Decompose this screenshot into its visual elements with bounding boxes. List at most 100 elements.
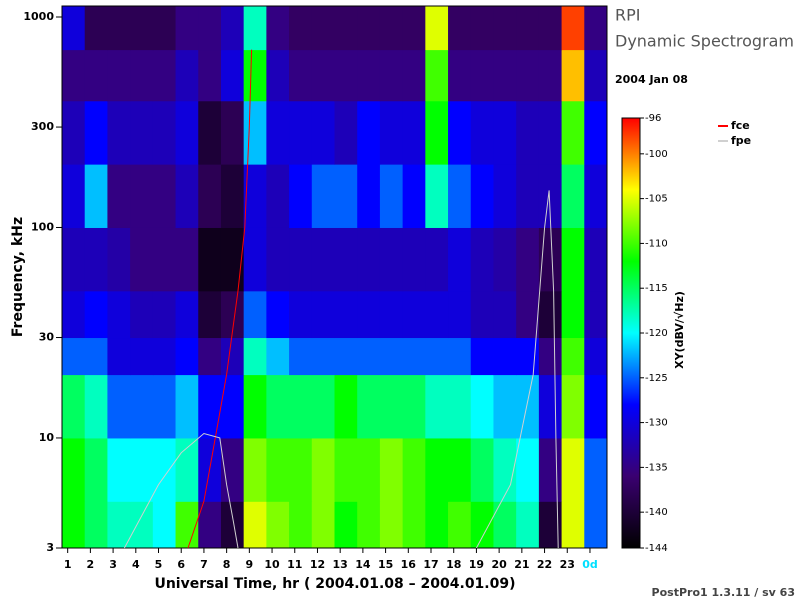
spectrogram-cell [311, 100, 335, 165]
spectrogram-cell [448, 100, 472, 165]
spectrogram-cell [493, 6, 517, 51]
spectrogram-cell [107, 164, 131, 228]
spectrogram-cell [470, 227, 494, 292]
spectrogram-cell [425, 437, 449, 502]
spectrogram-cell [107, 100, 131, 165]
spectrogram-cell [334, 374, 358, 439]
chart-title: RPI [615, 6, 640, 25]
spectrogram-cell [470, 100, 494, 165]
spectrogram-cell [470, 437, 494, 502]
spectrogram-cell [289, 437, 313, 502]
y-tick-label: 1000 [23, 10, 54, 23]
spectrogram-cell [379, 374, 404, 439]
spectrogram-cell [130, 6, 154, 51]
spectrogram-cell [289, 501, 313, 549]
spectrogram-cell [107, 501, 131, 549]
spectrogram-cell [334, 100, 358, 165]
footer: PostPro1 1.3.11 / sv 63 [652, 586, 795, 599]
spectrogram-cell [425, 49, 449, 102]
spectrogram-cell [402, 290, 426, 339]
spectrogram-cell [62, 227, 86, 292]
spectrogram-cell [584, 337, 608, 376]
spectrogram-cell [334, 337, 358, 376]
spectrogram-cell [266, 6, 290, 51]
spectrogram-cell [538, 49, 563, 102]
spectrogram-cell [470, 290, 494, 339]
x-tick-label: 15 [378, 558, 393, 571]
spectrogram-cell [289, 337, 313, 376]
y-tick-label: 30 [39, 331, 55, 344]
spectrogram-cell [243, 501, 267, 549]
x-tick-label: 4 [132, 558, 140, 571]
spectrogram-cell [470, 6, 494, 51]
spectrogram-cell [175, 164, 199, 228]
spectrogram-cell [357, 6, 381, 51]
spectrogram-cell [516, 290, 540, 339]
spectrogram-cell [470, 374, 494, 439]
spectrogram-cell [289, 374, 313, 439]
spectrogram-cell [561, 501, 585, 549]
spectrogram-cell [584, 227, 608, 292]
spectrogram-cell [425, 501, 449, 549]
spectrogram-cell [538, 437, 563, 502]
spectrogram-cell [516, 227, 540, 292]
spectrogram-cell [493, 290, 517, 339]
colorbar-label: XY(dBV/√Hz) [673, 291, 686, 369]
spectrogram-cell [584, 100, 608, 165]
spectrogram-cell [175, 100, 199, 165]
spectrogram-cell [198, 374, 222, 439]
spectrogram-cell [220, 6, 245, 51]
spectrogram-cell [311, 164, 335, 228]
legend-label: fce [731, 119, 750, 132]
spectrogram-cell [243, 437, 267, 502]
x-axis-label: Universal Time, hr ( 2004.01.08 – 2004.0… [154, 576, 515, 592]
spectrogram-cell [425, 374, 449, 439]
spectrogram-cell [266, 100, 290, 165]
spectrogram-cell [107, 374, 131, 439]
spectrogram-cell [107, 290, 131, 339]
spectrogram-cell [516, 6, 540, 51]
x-tick-label: 6 [177, 558, 185, 571]
spectrogram-cell [130, 501, 154, 549]
spectrogram-cell [220, 337, 245, 376]
colorbar-tick-label: -125 [645, 373, 668, 384]
colorbar-tick-label: -110 [645, 238, 668, 249]
spectrogram-cell [311, 227, 335, 292]
spectrogram-cell [84, 6, 108, 51]
spectrogram-cell [130, 290, 154, 339]
spectrogram-cell [107, 49, 131, 102]
y-axis-label: Frequency, kHz [10, 217, 26, 337]
spectrogram-cell [62, 337, 86, 376]
spectrogram-cell [130, 227, 154, 292]
spectrogram-cell [516, 501, 540, 549]
spectrogram-cell [198, 6, 222, 51]
spectrogram-cell [561, 49, 585, 102]
spectrogram-cell [175, 227, 199, 292]
spectrogram-cell [379, 501, 404, 549]
spectrogram-cell [84, 100, 108, 165]
spectrogram-cell [516, 100, 540, 165]
spectrogram-cell [175, 49, 199, 102]
spectrogram-cell [402, 227, 426, 292]
spectrogram-cell [311, 6, 335, 51]
x-tick-label: 21 [514, 558, 529, 571]
spectrogram-cell [84, 164, 108, 228]
spectrogram-cell [266, 337, 290, 376]
spectrogram-cell [448, 290, 472, 339]
spectrogram-cell [493, 227, 517, 292]
y-tick-label: 10 [39, 431, 55, 444]
spectrogram-cell [107, 437, 131, 502]
spectrogram-cell [470, 164, 494, 228]
spectrogram-cell [448, 6, 472, 51]
spectrogram-cell [402, 337, 426, 376]
spectrogram-cell [561, 100, 585, 165]
spectrogram-cell [289, 49, 313, 102]
spectrogram-cell [493, 437, 517, 502]
spectrogram-cell [357, 290, 381, 339]
spectrogram-cell [379, 290, 404, 339]
x-tick-label: 16 [401, 558, 417, 571]
spectrogram-cell [357, 227, 381, 292]
spectrogram-cell [334, 227, 358, 292]
spectrogram-cell [198, 501, 222, 549]
spectrogram-cell [425, 227, 449, 292]
